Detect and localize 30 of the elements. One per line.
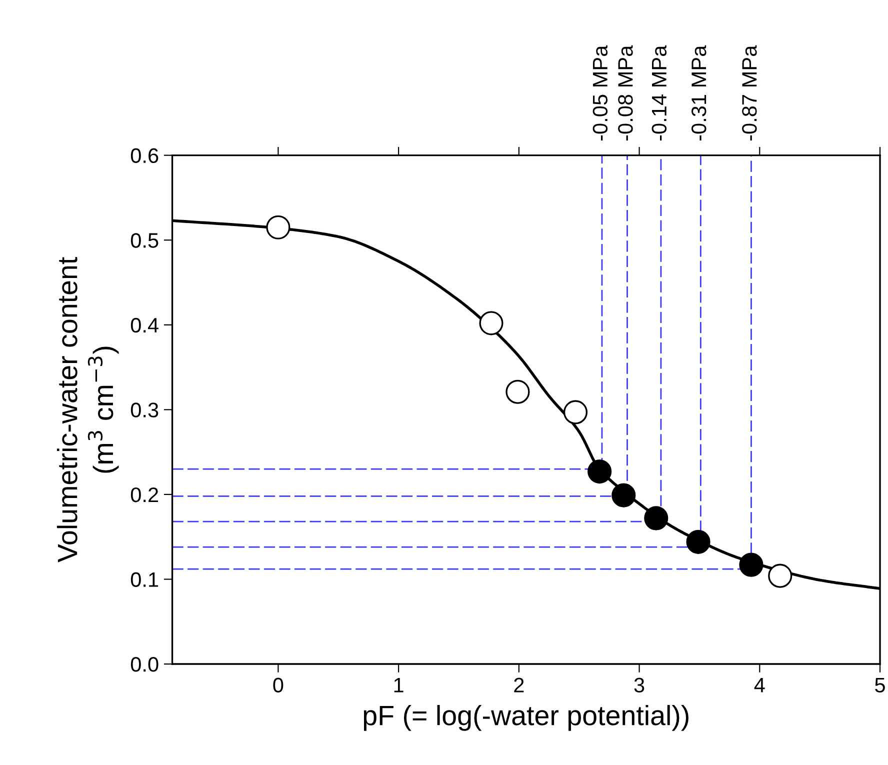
y-tick-label: 0.6 xyxy=(130,148,158,164)
x-tick-label: 4 xyxy=(754,678,765,692)
point xyxy=(563,400,588,424)
x-tick-label: 5 xyxy=(875,678,885,693)
x-tick-label: 0 xyxy=(273,678,284,693)
point xyxy=(266,215,290,240)
y-tick-label: 0.0 xyxy=(130,657,158,672)
point xyxy=(506,380,530,404)
ref-line-label: -0.05 MPa xyxy=(592,45,608,140)
x-tick-label: 2 xyxy=(514,678,524,692)
y-tick-label: 0.2 xyxy=(130,487,158,502)
point xyxy=(686,530,710,554)
y-tick-label: 0.5 xyxy=(130,233,158,248)
ref-line-label: -0.87 MPa xyxy=(742,45,757,140)
point xyxy=(739,552,764,577)
x-tick-label: 3 xyxy=(634,678,644,693)
x-tick-label: 1 xyxy=(394,678,404,692)
point xyxy=(588,460,612,484)
y-tick-label: 0.3 xyxy=(130,402,158,418)
point xyxy=(612,483,636,508)
y-axis-title: Volumetric-water content (m$^{3}$ cm$^{−3}$) xyxy=(56,257,119,562)
point xyxy=(768,564,792,588)
ref-line-label: -0.08 MPa xyxy=(618,45,633,140)
ref-line-label: -0.31 MPa xyxy=(692,45,706,140)
y-tick-label: 0.1 xyxy=(130,572,158,587)
x-axis-title: pF (= log(-water potential)) xyxy=(364,704,688,731)
point xyxy=(479,311,504,336)
ref-line-label: -0.14 MPa xyxy=(652,45,667,140)
y-tick-label: 0.4 xyxy=(130,318,158,333)
point xyxy=(644,506,668,530)
